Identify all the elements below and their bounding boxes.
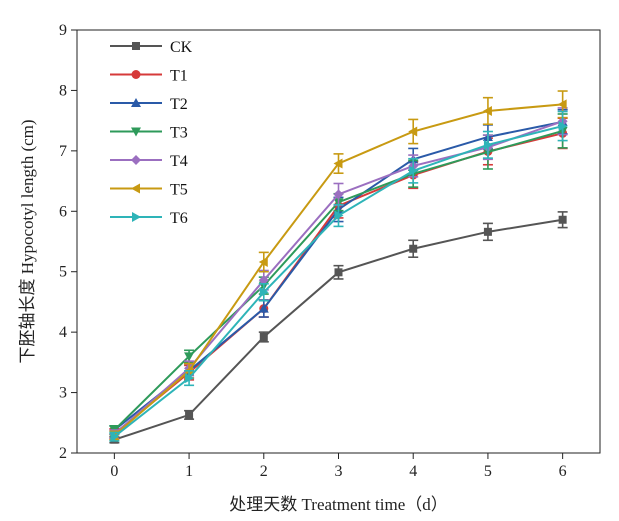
marker-square: [334, 268, 343, 277]
marker-triangle-right: [185, 373, 195, 384]
x-tick-label: 2: [260, 463, 268, 480]
legend-label: T3: [170, 125, 188, 142]
marker-triangle-down: [184, 352, 195, 362]
legend-label: CK: [170, 39, 193, 56]
marker-square: [483, 227, 492, 236]
series-layer: [109, 90, 568, 444]
legend-item-t5: T5: [110, 182, 188, 199]
legend-item-ck: CK: [110, 39, 193, 56]
y-tick-label: 2: [59, 445, 67, 462]
y-tick-label: 7: [59, 143, 67, 160]
x-tick-label: 1: [185, 463, 193, 480]
y-tick-label: 9: [59, 22, 67, 39]
series-ck: [109, 211, 568, 444]
marker-diamond: [258, 275, 269, 286]
y-tick-label: 6: [59, 203, 67, 220]
marker-square: [409, 244, 418, 253]
series-line: [114, 218, 563, 441]
y-axis-title: 下胚轴长度 Hypocotyl length (cm): [18, 119, 37, 363]
marker-diamond: [333, 189, 344, 200]
marker-triangle-up: [131, 98, 141, 107]
marker-triangle-left: [482, 105, 492, 116]
legend-label: T2: [170, 96, 188, 113]
legend-label: T5: [170, 182, 188, 199]
legend-item-t3: T3: [110, 125, 188, 142]
marker-diamond: [131, 155, 141, 165]
legend-item-t4: T4: [110, 153, 188, 170]
marker-triangle-left: [333, 158, 343, 169]
marker-triangle-left: [131, 183, 140, 194]
chart-axes: 0 1 2 3 4 5 6 2 3 4 5 6 7 8 9: [59, 22, 601, 480]
marker-square: [259, 332, 268, 341]
marker-triangle-left: [408, 126, 418, 137]
marker-triangle-down: [131, 127, 141, 137]
y-tick-label: 8: [59, 82, 67, 99]
chart-legend: CK T1 T2 T3 T4 T5 T6: [110, 39, 193, 227]
x-tick-label: 3: [335, 463, 343, 480]
x-axis-title: 处理天数 Treatment time（d）: [229, 495, 447, 514]
series-line: [113, 132, 563, 435]
marker-triangle-left: [557, 99, 567, 110]
x-tick-label: 5: [484, 463, 492, 480]
marker-square: [185, 410, 194, 419]
marker-triangle-right: [558, 121, 568, 132]
legend-label: T6: [170, 210, 188, 227]
marker-square: [132, 42, 140, 50]
x-tick-label: 6: [559, 463, 567, 480]
x-tick-label: 4: [409, 463, 417, 480]
marker-triangle-left: [258, 257, 268, 268]
y-tick-label: 5: [59, 264, 67, 281]
marker-circle: [131, 70, 141, 79]
legend-item-t6: T6: [110, 210, 188, 227]
series-t6: [109, 110, 568, 442]
marker-square: [558, 215, 567, 224]
legend-label: T4: [170, 153, 188, 170]
marker-triangle-right: [132, 212, 141, 222]
y-tick-label: 3: [59, 385, 67, 402]
marker-triangle-right: [110, 431, 120, 442]
marker-triangle-right: [334, 210, 344, 221]
marker-triangle-right: [259, 287, 269, 298]
marker-triangle-up: [258, 303, 269, 313]
marker-triangle-right: [409, 165, 419, 176]
y-tick-label: 4: [59, 324, 67, 341]
x-tick-label: 0: [110, 463, 118, 480]
legend-item-t2: T2: [110, 96, 188, 113]
marker-triangle-right: [483, 139, 493, 150]
legend-item-t1: T1: [110, 68, 188, 85]
legend-label: T1: [170, 68, 188, 85]
